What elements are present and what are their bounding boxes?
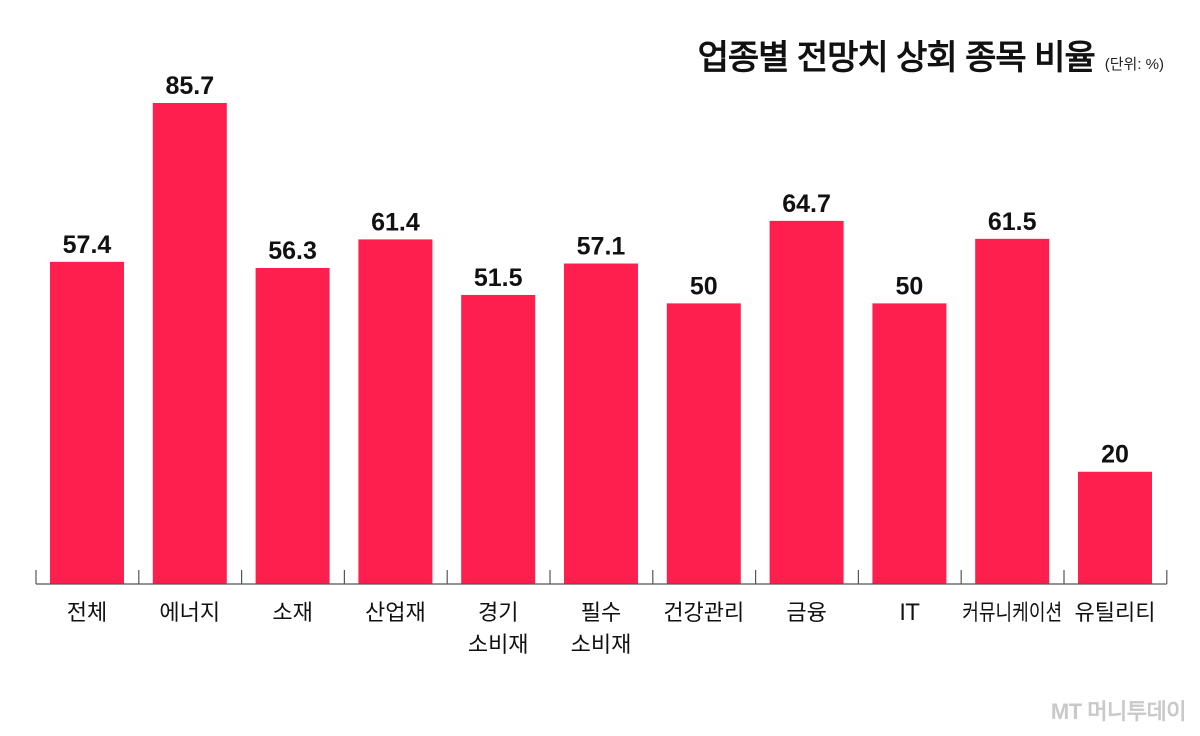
bar-value-label: 50 xyxy=(690,272,718,300)
bar-value-label: 61.5 xyxy=(988,208,1037,236)
bar-value-label: 56.3 xyxy=(268,237,317,265)
bar xyxy=(564,263,638,584)
category-label: 유틸리티 xyxy=(1075,601,1156,626)
watermark-logo: MT 머니투데이 xyxy=(1050,699,1187,724)
category-label: 금융 xyxy=(786,601,826,626)
bar-value-label: 51.5 xyxy=(474,264,523,292)
bar-value-label: 57.1 xyxy=(577,233,626,261)
bar-value-label: 85.7 xyxy=(165,72,214,100)
bars-group xyxy=(50,103,1152,585)
category-label: 필수 xyxy=(581,601,621,626)
chart-title: 업종별 전망치 상회 종목 비율 xyxy=(697,39,1096,77)
bar-value-label: 20 xyxy=(1101,441,1129,469)
bar xyxy=(769,220,844,585)
bar xyxy=(152,103,227,584)
category-label: 소비재 xyxy=(571,633,632,658)
bar-value-label: 57.4 xyxy=(63,231,112,259)
category-label: 건강관리 xyxy=(663,601,744,626)
bar-value-label: 50 xyxy=(895,272,923,300)
bar xyxy=(461,294,536,584)
category-label: 전체 xyxy=(67,601,107,626)
x-axis xyxy=(35,570,1168,585)
category-label: 소비재 xyxy=(468,633,529,658)
bar xyxy=(50,261,124,584)
bar xyxy=(872,303,947,584)
bar xyxy=(255,268,330,584)
title-block: 업종별 전망치 상회 종목 비율 (단위: %) xyxy=(698,30,1164,79)
bar-value-label: 61.4 xyxy=(371,208,420,236)
category-label: IT xyxy=(899,601,919,626)
category-label: 커뮤니케이션 xyxy=(962,601,1062,626)
bar xyxy=(975,238,1050,585)
category-label: 에너지 xyxy=(159,601,220,626)
bar xyxy=(358,239,433,584)
category-label: 소재 xyxy=(272,601,312,626)
category-label: 경기 xyxy=(478,601,518,626)
bar xyxy=(1078,471,1152,584)
bar-value-label: 64.7 xyxy=(782,190,831,218)
value-labels-group: 57.4 85.7 56.3 61.4 51.5 57.1 50 64.7 50 61.5 20 xyxy=(63,72,1129,469)
bar xyxy=(666,303,741,584)
category-label: 산업재 xyxy=(365,601,426,626)
unit-label: (단위: %) xyxy=(1104,56,1164,73)
